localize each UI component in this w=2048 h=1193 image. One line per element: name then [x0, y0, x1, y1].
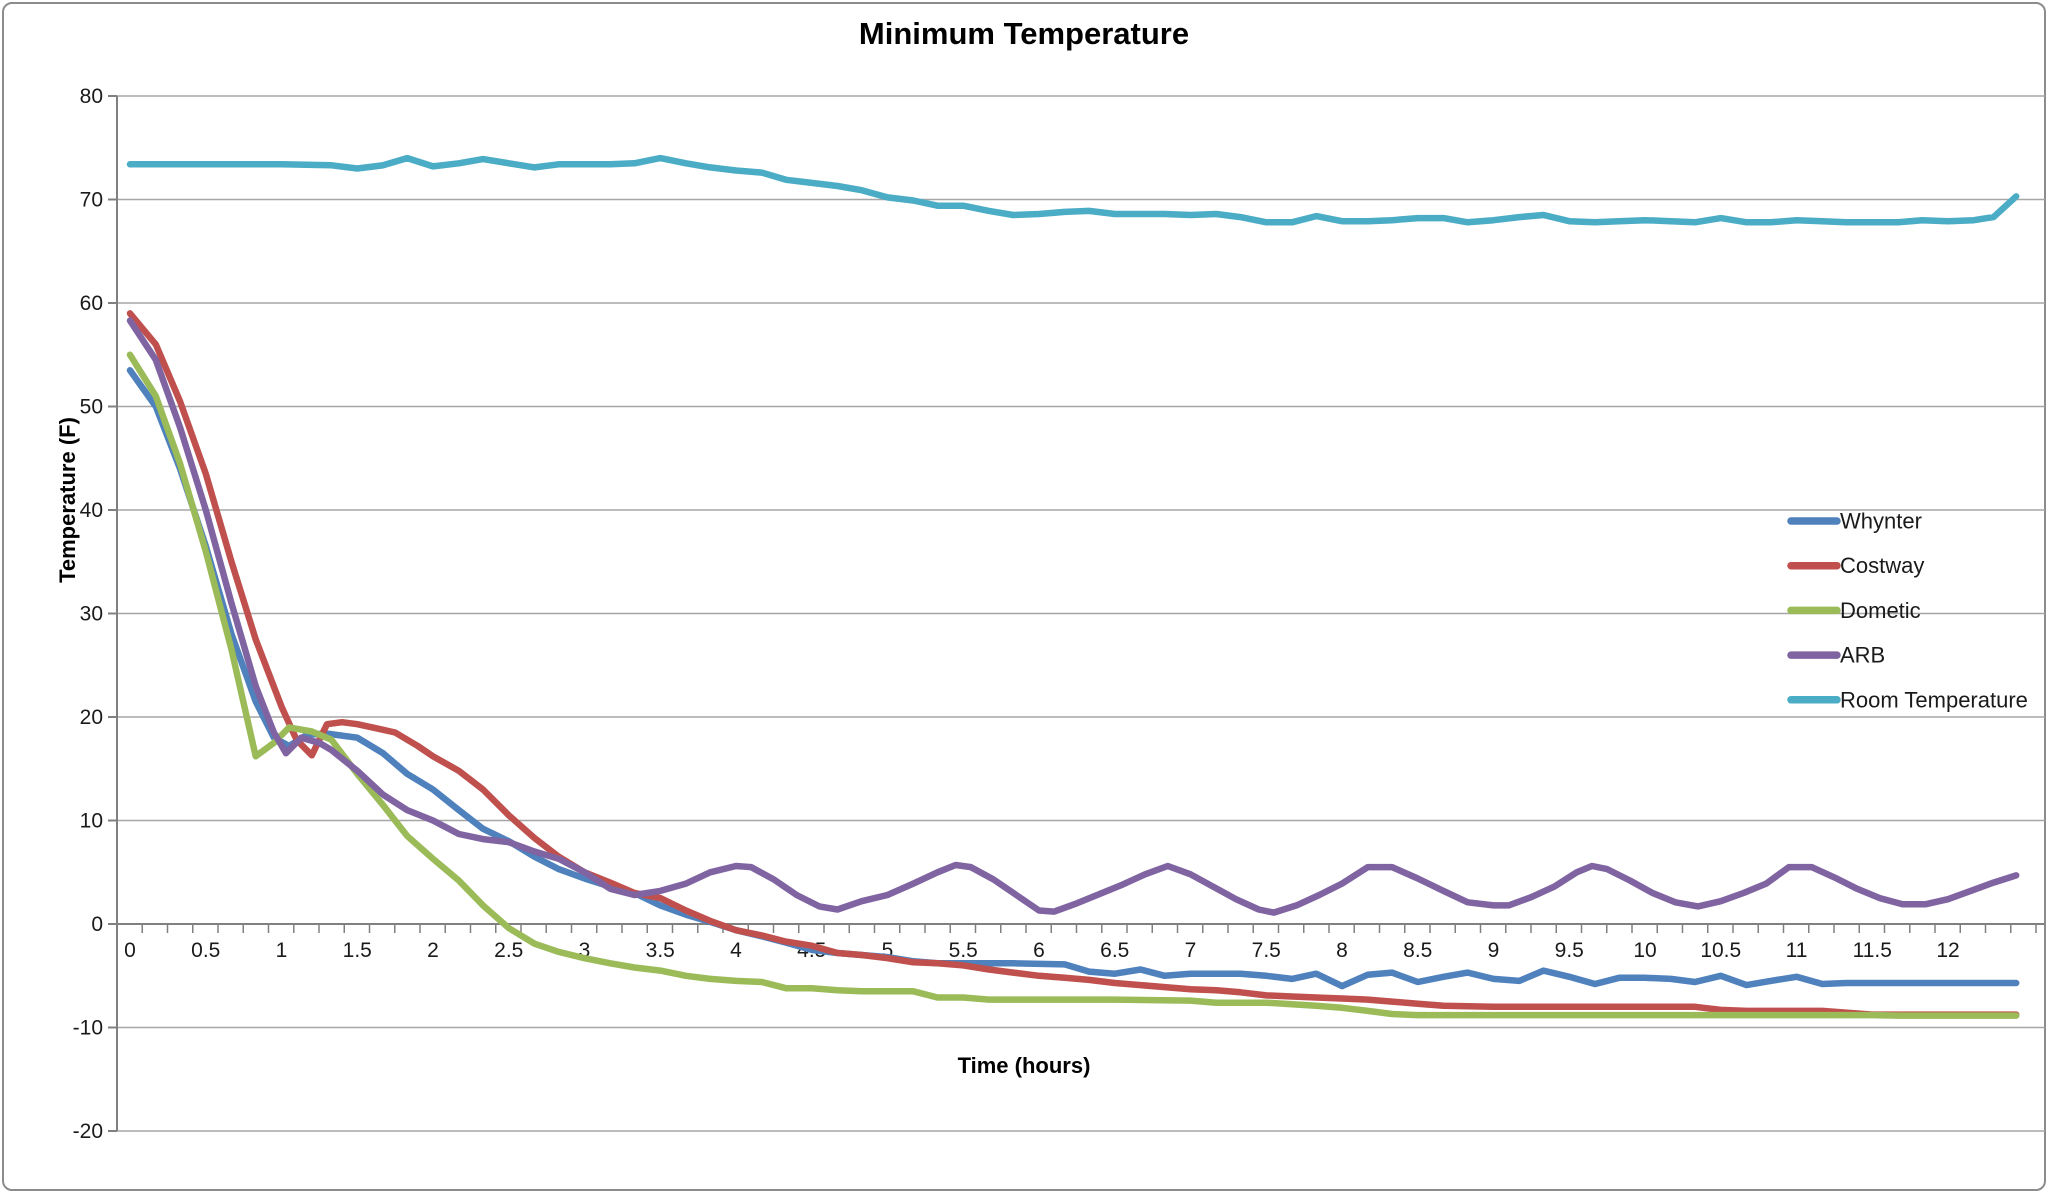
y-tick-label: -20 — [73, 1120, 103, 1143]
x-tick-label: 2 — [427, 939, 439, 962]
y-tick-label: -10 — [73, 1017, 103, 1040]
y-tick-label: 10 — [80, 810, 103, 833]
y-tick-label: 80 — [80, 85, 103, 108]
y-axis-title: Temperature (F) — [55, 417, 80, 583]
x-tick-label: 11 — [1786, 939, 1808, 962]
legend-item-costway[interactable]: Costway — [1787, 553, 1924, 578]
x-tick-label: 11.5 — [1853, 939, 1892, 962]
series-line-arb[interactable] — [126, 317, 2020, 916]
x-tick-label: 1 — [276, 939, 288, 962]
legend-item-dometic[interactable]: Dometic — [1787, 598, 1921, 623]
legend-item-whynter[interactable]: Whynter — [1787, 509, 1922, 534]
legend-label: Dometic — [1840, 598, 1921, 623]
x-tick-label: 8 — [1336, 939, 1348, 962]
x-tick-label: 1.5 — [343, 939, 372, 962]
y-tick-label: 70 — [80, 189, 103, 212]
x-tick-label: 5 — [882, 939, 894, 962]
x-tick-label: 9 — [1488, 939, 1500, 962]
legend-label: Whynter — [1840, 509, 1922, 534]
legend-item-room-temperature[interactable]: Room Temperature — [1787, 687, 2028, 712]
x-tick-label: 10 — [1633, 939, 1656, 962]
x-tick-label: 7 — [1185, 939, 1197, 962]
legend-label: Costway — [1840, 553, 1924, 578]
x-tick-label: 7.5 — [1252, 939, 1281, 962]
x-tick-label: 6 — [1033, 939, 1045, 962]
chart-title: Minimum Temperature — [858, 16, 1190, 51]
legend-label: Room Temperature — [1840, 687, 2028, 712]
x-tick-label: 5.5 — [949, 939, 978, 962]
series-line-dometic[interactable] — [126, 351, 2020, 1019]
series-line-whynter[interactable] — [126, 367, 2020, 990]
x-tick-label: 8.5 — [1403, 939, 1432, 962]
series-line-costway[interactable] — [126, 310, 2020, 1018]
x-tick-label: 4 — [730, 939, 742, 962]
legend-item-arb[interactable]: ARB — [1787, 643, 1885, 668]
y-tick-label: 30 — [80, 603, 103, 626]
y-tick-label: 40 — [80, 499, 103, 522]
y-tick-label: 0 — [91, 913, 103, 936]
x-tick-label: 2.5 — [494, 939, 523, 962]
x-tick-label: 9.5 — [1555, 939, 1584, 962]
x-tick-label: 6.5 — [1100, 939, 1129, 962]
x-tick-label: 3.5 — [646, 939, 675, 962]
y-tick-label: 20 — [80, 706, 103, 729]
y-tick-label: 60 — [80, 292, 103, 315]
x-tick-label: 10.5 — [1700, 939, 1741, 962]
legend-label: ARB — [1840, 643, 1885, 668]
x-axis-title: Time (hours) — [957, 1053, 1091, 1078]
x-tick-label: 0 — [124, 939, 136, 962]
x-tick-label: 3 — [579, 939, 591, 962]
x-tick-label: 0.5 — [191, 939, 220, 962]
series-line-room-temperature[interactable] — [126, 154, 2020, 226]
y-tick-label: 50 — [80, 396, 103, 419]
x-tick-label: 12 — [1936, 939, 1959, 962]
